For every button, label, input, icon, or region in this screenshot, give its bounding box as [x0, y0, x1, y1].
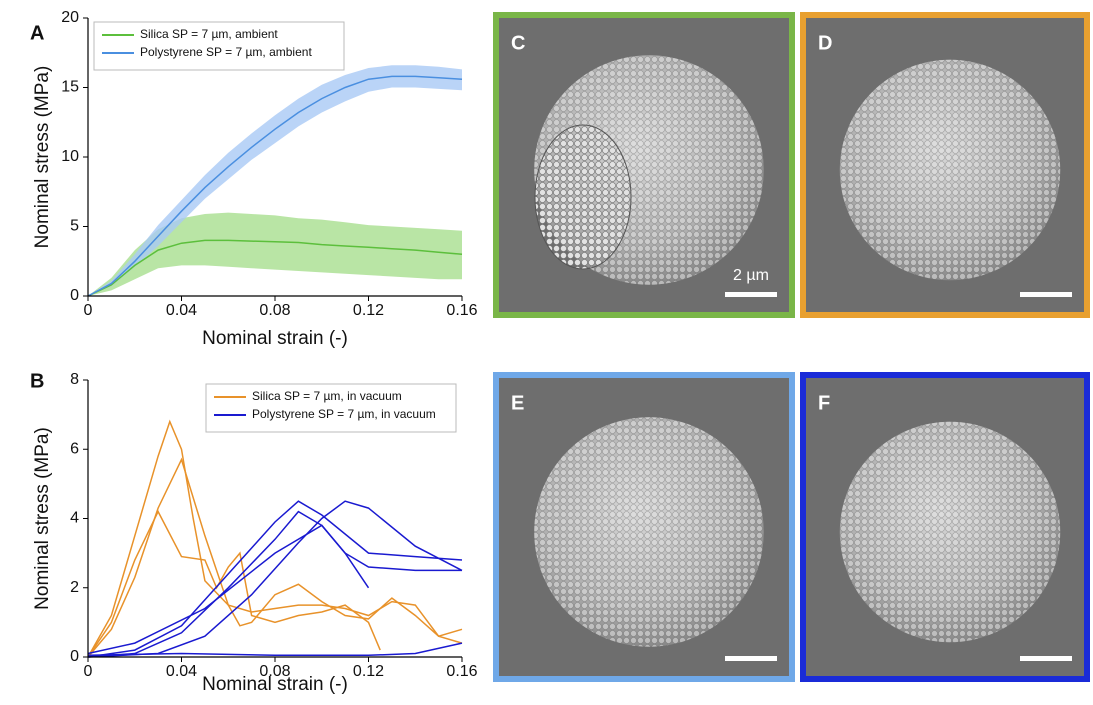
panel-label: A: [30, 22, 44, 44]
y-tick-label: 15: [61, 79, 79, 96]
y-axis-label: Nominal stress (MPa): [32, 66, 53, 249]
y-axis-label: Nominal stress (MPa): [32, 427, 53, 610]
figure: A Nominal strain (-) Nominal stress (MPa) 0…: [0, 0, 1093, 705]
x-tick-label: 0.04: [166, 302, 197, 319]
panel-label: F: [818, 392, 830, 414]
particle-fragment: [535, 125, 631, 269]
panel-label: D: [818, 32, 832, 54]
sample-curve: [88, 501, 462, 657]
scale-bar: [1020, 292, 1072, 297]
sample-curve: [88, 512, 462, 657]
panel-label: E: [511, 392, 524, 414]
legend-label: Polystyrene SP = 7 µm, in vacuum: [252, 407, 436, 421]
x-tick-label: 0.04: [166, 663, 197, 680]
plot-area: [88, 65, 462, 296]
scale-bar: [725, 656, 777, 661]
scale-bar: [725, 292, 777, 297]
y-tick-label: 0: [70, 648, 79, 665]
y-tick-label: 0: [70, 287, 79, 304]
y-tick-label: 20: [61, 9, 79, 26]
y-tick-label: 10: [61, 148, 79, 165]
x-tick-label: 0.16: [446, 302, 477, 319]
sample-curve: [88, 460, 462, 657]
y-tick-label: 8: [70, 371, 79, 388]
x-tick-label: 0: [84, 663, 93, 680]
x-tick-label: 0.12: [353, 663, 384, 680]
particle-texture: [840, 422, 1060, 642]
y-tick-label: 5: [70, 218, 79, 235]
sample-curve: [88, 501, 462, 657]
x-tick-label: 0.08: [259, 663, 290, 680]
scale-label: 2 µm: [733, 267, 769, 284]
legend-label: Silica SP = 7 µm, ambient: [140, 27, 278, 41]
x-tick-label: 0.12: [353, 302, 384, 319]
particle-texture: [534, 417, 764, 647]
panel-label: C: [511, 32, 525, 54]
y-tick-label: 2: [70, 579, 79, 596]
figure-svg: A Nominal strain (-) Nominal stress (MPa) 0…: [0, 0, 1093, 705]
plot-area: [88, 422, 462, 657]
legend-label: Silica SP = 7 µm, in vacuum: [252, 389, 402, 403]
x-tick-label: 0: [84, 302, 93, 319]
scale-bar: [1020, 656, 1072, 661]
legend-label: Polystyrene SP = 7 µm, ambient: [140, 45, 312, 59]
y-tick-label: 6: [70, 440, 79, 457]
y-tick-label: 4: [70, 510, 79, 527]
particle-texture: [840, 60, 1060, 280]
x-axis-label: Nominal strain (-): [202, 328, 348, 349]
panel-label: B: [30, 370, 44, 392]
x-tick-label: 0.16: [446, 663, 477, 680]
x-tick-label: 0.08: [259, 302, 290, 319]
